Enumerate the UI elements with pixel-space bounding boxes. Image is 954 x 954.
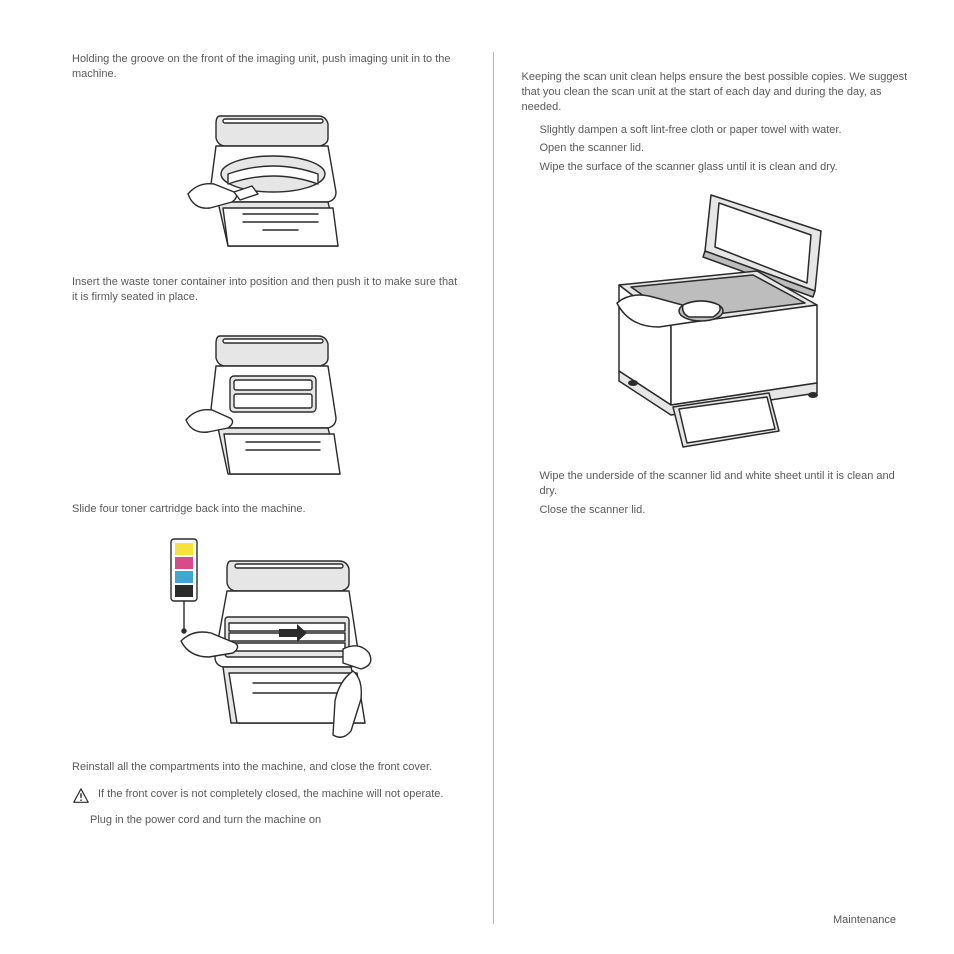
step-text: Holding the groove on the front of the i…	[72, 52, 465, 82]
page-footer: Maintenance	[833, 913, 896, 928]
step-text: Plug in the power cord and turn the mach…	[72, 813, 465, 828]
right-column: Keeping the scan unit clean helps ensure…	[493, 52, 915, 924]
figure-scanner-clean	[522, 185, 915, 455]
caution-text: If the front cover is not completely clo…	[98, 787, 443, 802]
step-text: Wipe the surface of the scanner glass un…	[522, 160, 915, 175]
printer-push-imaging-icon	[168, 96, 368, 261]
step-text: Close the scanner lid.	[522, 503, 915, 518]
printer-scanner-open-icon	[583, 185, 853, 455]
step-text: Reinstall all the compartments into the …	[72, 760, 465, 775]
left-column: Holding the groove on the front of the i…	[72, 52, 493, 924]
figure-imaging-unit	[72, 96, 465, 261]
step-text: Open the scanner lid.	[522, 141, 915, 156]
intro-text: Keeping the scan unit clean helps ensure…	[522, 70, 915, 115]
step-text: Slightly dampen a soft lint-free cloth o…	[522, 123, 915, 138]
figure-waste-toner	[72, 318, 465, 488]
printer-toner-cartridge-icon	[153, 531, 383, 746]
step-text: Slide four toner cartridge back into the…	[72, 502, 465, 517]
printer-waste-toner-icon	[168, 318, 368, 488]
step-text: Insert the waste toner container into po…	[72, 275, 465, 305]
figure-toner-cartridge	[72, 531, 465, 746]
step-text: Wipe the underside of the scanner lid an…	[522, 469, 915, 499]
caution-row: If the front cover is not completely clo…	[72, 787, 465, 805]
caution-icon	[72, 787, 90, 805]
page: Holding the groove on the front of the i…	[0, 0, 954, 954]
